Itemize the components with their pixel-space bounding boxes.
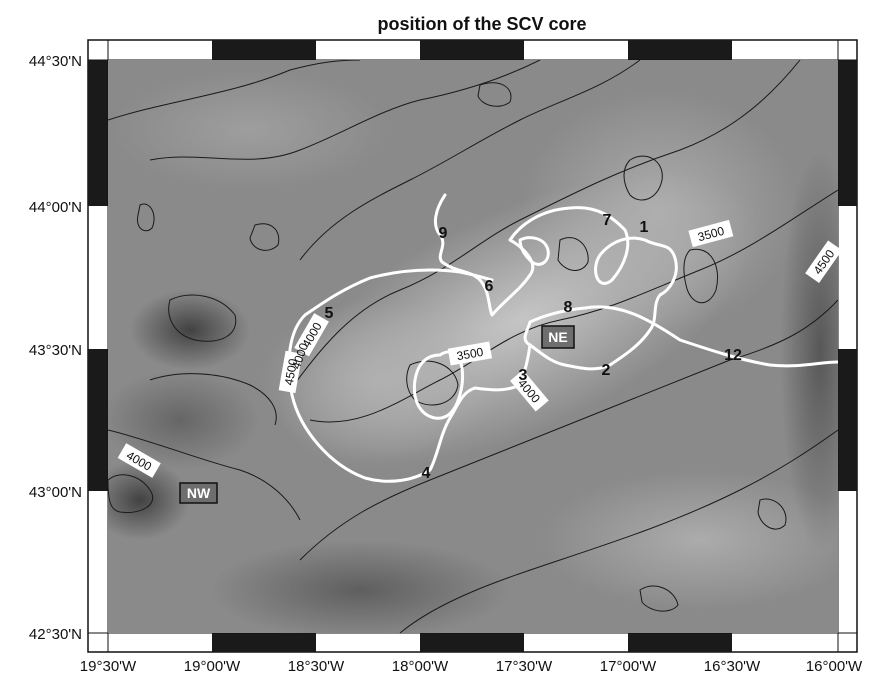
track-label: 4: [422, 465, 431, 482]
track-label: 6: [485, 278, 494, 295]
x-tick-label: 16°00'W: [806, 658, 863, 675]
x-tick-label: 17°30'W: [496, 658, 553, 675]
y-tick-label: 43°30'N: [29, 342, 82, 359]
svg-text:NE: NE: [548, 329, 567, 345]
track-path: [433, 193, 838, 371]
y-tick-label: 43°00'N: [29, 484, 82, 501]
x-tick-label: 16°30'W: [704, 658, 761, 675]
svg-text:3500: 3500: [456, 345, 485, 363]
y-tick-label: 42°30'N: [29, 626, 82, 643]
x-tick-label: 18°00'W: [392, 658, 449, 675]
x-tick-label: 19°00'W: [184, 658, 241, 675]
x-tick-label: 18°30'W: [288, 658, 345, 675]
contour-label: 4500: [278, 350, 303, 394]
track-label: 3: [519, 367, 528, 384]
track-label: 8: [564, 299, 573, 316]
contour-label: 3500: [447, 341, 493, 366]
track-label: 5: [325, 305, 334, 322]
contour-label: 3500: [688, 219, 734, 248]
svg-text:NW: NW: [187, 485, 211, 501]
contour-label: 4000: [117, 443, 161, 478]
track-label: 2: [602, 362, 611, 379]
scv-track: [287, 193, 838, 483]
y-tick-label: 44°00'N: [29, 199, 82, 216]
map-title: position of the SCV core: [377, 14, 586, 34]
station-ne: NE: [541, 325, 575, 349]
y-tick-label: 44°30'N: [29, 53, 82, 70]
depth-contours: [108, 60, 838, 633]
svg-text:4500: 4500: [282, 357, 300, 386]
track-label: 12: [724, 347, 742, 364]
track-label: 7: [603, 212, 612, 229]
track-label: 9: [439, 225, 448, 242]
station-nw: NW: [179, 482, 218, 504]
x-tick-label: 19°30'W: [80, 658, 137, 675]
track-labels: 1 2 3 4 5 6 7 8 9 12: [325, 212, 742, 482]
track-label: 1: [640, 219, 649, 236]
svg-text:3500: 3500: [696, 224, 726, 245]
y-axis-ticks: 44°30'N 44°00'N 43°30'N 43°00'N 42°30'N: [29, 53, 82, 643]
x-axis-ticks: 19°30'W 19°00'W 18°30'W 18°00'W 17°30'W …: [80, 658, 863, 675]
x-tick-label: 17°00'W: [600, 658, 657, 675]
